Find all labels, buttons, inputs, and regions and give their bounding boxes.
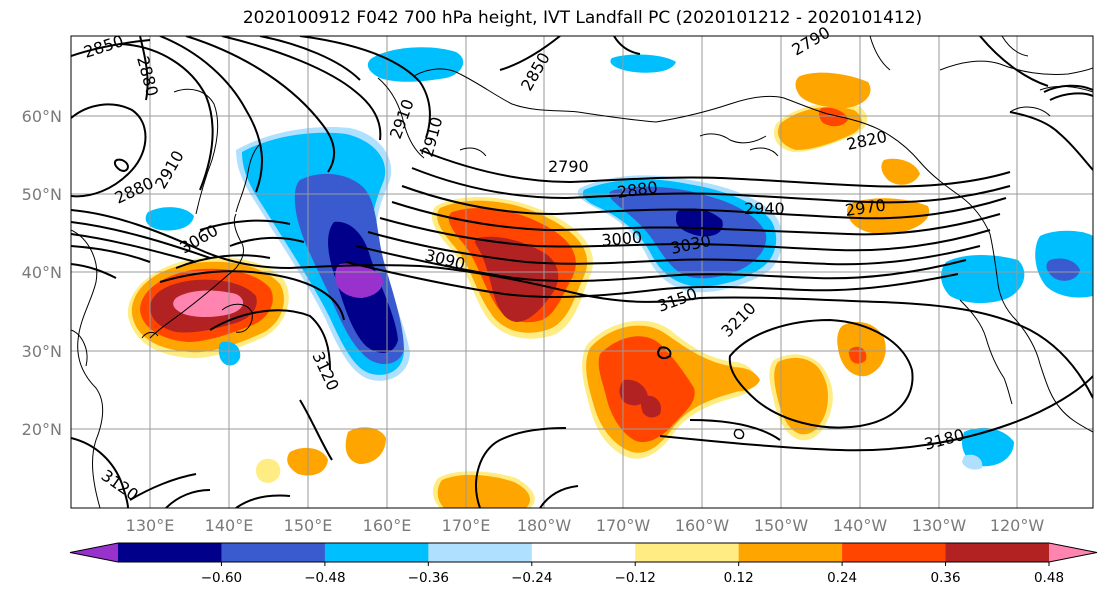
latitude-labels: 60°N 50°N 40°N 30°N 20°N	[22, 107, 62, 439]
lon-tick-label: 140°W	[833, 516, 888, 535]
coastlines	[71, 36, 1093, 508]
colorbar-swatch	[842, 543, 947, 562]
lon-tick-label: 130°W	[912, 516, 967, 535]
colorbar-swatch	[324, 543, 429, 562]
lon-tick-label: 170°E	[442, 516, 491, 535]
colorbar-swatch	[945, 543, 1050, 562]
map-area	[71, 36, 1093, 508]
shade-blob2	[345, 427, 386, 464]
lon-tick-label: 160°E	[363, 516, 412, 535]
colorbar-tick-label: 0.36	[931, 570, 961, 586]
colorbar-swatches	[69, 542, 1098, 563]
lat-tick-label: 20°N	[22, 420, 62, 439]
lon-tick-label: 170°W	[596, 516, 651, 535]
colorbar-tick-label: 0.12	[724, 570, 754, 586]
shade-ep2-orange	[774, 357, 828, 435]
colorbar-tick-label: 0.48	[1034, 570, 1064, 586]
contour-label: 2790	[548, 157, 589, 176]
shade-japan-pink	[173, 290, 244, 317]
colorbar-tick-label: −0.24	[511, 570, 552, 586]
page-title: 2020100912 F042 700 hPa height, IVT Land…	[242, 8, 923, 28]
shade-wpac-top	[367, 47, 464, 82]
lon-tick-label: 150°E	[284, 516, 333, 535]
colorbar-tick-label: −0.60	[201, 570, 242, 586]
colorbar-swatch	[428, 543, 533, 562]
shade-wpac-small	[145, 207, 194, 231]
shade-blob4	[255, 458, 281, 483]
colorbar-tick-label: 0.24	[827, 570, 857, 586]
shade-ak-orange2	[795, 72, 871, 108]
shade-west-cyan	[941, 255, 1025, 304]
colorbar-swatch-min	[70, 543, 118, 562]
lat-tick-label: 50°N	[22, 185, 62, 204]
colorbar-swatch	[738, 543, 843, 562]
lat-tick-label: 60°N	[22, 107, 62, 126]
shade-blob1b	[437, 474, 530, 508]
shade-gulf-orange	[847, 198, 930, 235]
lon-tick-label: 140°E	[205, 516, 254, 535]
shade-south-darkred	[619, 379, 648, 406]
colorbar-swatch	[635, 543, 740, 562]
colorbar-swatch-max	[1049, 543, 1097, 562]
lon-tick-label: 150°W	[754, 516, 809, 535]
shade-epac-top	[610, 54, 676, 73]
colorbar-swatch	[221, 543, 326, 562]
map-frame	[70, 35, 1094, 509]
shade-west-blue	[1046, 258, 1080, 281]
colorbar-tick-label: −0.36	[408, 570, 449, 586]
lon-tick-label: 130°E	[126, 516, 175, 535]
shade-south-darkred2	[640, 395, 662, 418]
lat-tick-label: 30°N	[22, 342, 62, 361]
colorbar-tick-label: −0.48	[304, 570, 345, 586]
lat-tick-label: 40°N	[22, 263, 62, 282]
shade-southeast-lb	[962, 454, 983, 470]
colorbar-swatch	[531, 543, 636, 562]
colorbar-outline	[69, 542, 1098, 563]
gridlines	[71, 36, 1093, 508]
lon-tick-label: 120°W	[990, 516, 1045, 535]
shade-gulf2	[881, 158, 920, 185]
height-contours	[71, 36, 1093, 508]
colorbar-ticks: −0.60 −0.48 −0.36 −0.24 −0.12 0.12 0.24 0.36 0.4…	[201, 562, 1064, 586]
contour-label: 2940	[744, 199, 785, 218]
colorbar: −0.60 −0.48 −0.36 −0.24 −0.12 0.12 0.24 0.36 0.4…	[69, 542, 1098, 586]
lon-tick-label: 160°W	[675, 516, 730, 535]
longitude-labels: 130°E 140°E 150°E 160°E 170°E 180°W 170°…	[126, 516, 1045, 535]
contour-label: 3000	[601, 228, 643, 250]
shade-ak-red	[819, 107, 848, 127]
lon-tick-label: 180°W	[517, 516, 572, 535]
colorbar-swatch	[118, 543, 222, 562]
colorbar-tick-label: −0.12	[615, 570, 656, 586]
